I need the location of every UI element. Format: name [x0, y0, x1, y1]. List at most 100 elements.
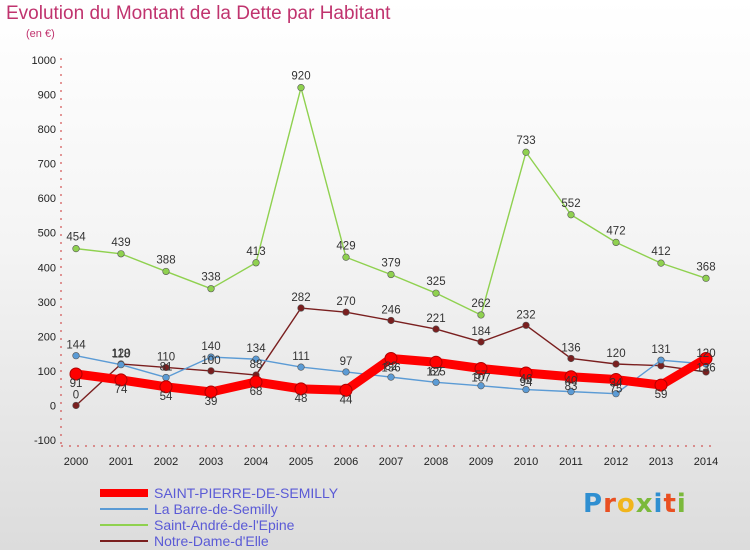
data-label: 429: [336, 240, 355, 252]
x-tick-label: 2005: [289, 456, 313, 468]
data-label: 81: [160, 361, 173, 373]
data-label: 368: [696, 261, 715, 273]
x-tick-label: 2009: [469, 456, 493, 468]
data-point: [564, 370, 578, 384]
data-label: 338: [201, 272, 220, 284]
data-label: 388: [156, 254, 175, 266]
legend-item: Saint-André-de-l'Epine: [100, 517, 338, 533]
x-tick-label: 2007: [379, 456, 403, 468]
data-point: [432, 325, 440, 333]
data-point: [114, 373, 128, 387]
data-point: [567, 388, 575, 396]
data-label: 46: [520, 374, 533, 386]
legend-label: Saint-André-de-l'Epine: [154, 517, 295, 533]
data-label: 136: [696, 362, 715, 374]
y-tick-label: 0: [50, 400, 56, 412]
legend-swatch: [100, 524, 148, 526]
data-label: 454: [66, 232, 86, 244]
data-point: [567, 354, 575, 363]
data-point: [387, 316, 395, 325]
data-label: 184: [471, 326, 491, 338]
data-point: [387, 373, 395, 381]
data-label: 39: [205, 396, 218, 408]
data-point: [342, 308, 350, 316]
legend-swatch: [100, 540, 148, 542]
data-point: [162, 363, 170, 372]
data-label: 920: [291, 71, 310, 83]
data-point: [429, 355, 443, 369]
y-tick-label: 1000: [32, 55, 56, 67]
line-chart: -100010020030040050060070080090010002000…: [32, 55, 719, 468]
data-point: [297, 363, 305, 371]
x-tick-label: 2014: [694, 456, 718, 468]
data-label: 131: [651, 344, 670, 356]
y-tick-label: 900: [38, 90, 56, 102]
data-point: [69, 367, 83, 381]
x-tick-label: 2013: [649, 456, 673, 468]
legend-label: La Barre-de-Semilly: [154, 501, 278, 517]
data-label: 91: [70, 378, 83, 390]
data-point: [702, 274, 710, 282]
data-label: 83: [565, 381, 578, 393]
data-label: 67: [430, 366, 443, 378]
data-label: 120: [696, 348, 715, 360]
data-point: [387, 270, 395, 279]
y-tick-label: 800: [38, 124, 56, 136]
legend-label: SAINT-PIERRE-DE-SEMILLY: [154, 485, 339, 501]
y-tick-label: 400: [38, 262, 56, 274]
data-label: 34: [610, 378, 623, 390]
data-label: 144: [66, 340, 86, 352]
data-label: 88: [250, 359, 263, 371]
x-tick-label: 2004: [244, 456, 268, 468]
data-point: [117, 361, 125, 369]
data-label: 221: [426, 313, 445, 325]
x-tick-label: 2010: [514, 456, 538, 468]
data-label: 75: [610, 384, 623, 396]
x-tick-label: 2011: [559, 456, 583, 468]
y-tick-label: 300: [38, 297, 56, 309]
series-line: [75, 86, 707, 316]
data-label: 325: [426, 276, 445, 288]
data-point: [384, 351, 398, 365]
data-point: [249, 375, 263, 389]
data-point: [699, 351, 713, 365]
data-label: 74: [115, 384, 128, 396]
data-point: [159, 380, 173, 394]
data-point: [207, 353, 215, 361]
data-point: [612, 360, 620, 368]
data-point: [342, 368, 350, 376]
legend-item: SAINT-PIERRE-DE-SEMILLY: [100, 485, 338, 501]
x-tick-label: 2000: [64, 456, 88, 468]
data-label: 125: [426, 366, 445, 378]
data-point: [522, 148, 530, 156]
data-label: 412: [651, 246, 670, 258]
data-point: [432, 378, 440, 386]
data-label: 44: [340, 394, 353, 406]
legend-swatch: [100, 489, 148, 497]
data-point: [567, 211, 575, 219]
data-point: [252, 355, 260, 363]
chart-legend: SAINT-PIERRE-DE-SEMILLY La Barre-de-Semil…: [100, 485, 338, 549]
data-point: [252, 259, 260, 267]
data-point: [432, 289, 440, 297]
legend-item: Notre-Dame-d'Elle: [100, 533, 338, 549]
data-label: 120: [111, 348, 130, 360]
x-tick-label: 2008: [424, 456, 448, 468]
data-label: 57: [475, 370, 488, 382]
data-label: 246: [381, 304, 400, 316]
data-label: 100: [201, 355, 220, 367]
data-point: [162, 267, 170, 276]
data-point: [207, 285, 215, 293]
data-point: [612, 390, 620, 398]
data-label: 472: [606, 225, 625, 237]
data-label: 107: [471, 372, 490, 384]
y-tick-label: 600: [38, 193, 56, 205]
y-tick-label: -100: [34, 435, 56, 447]
data-label: 59: [655, 389, 668, 401]
data-label: 94: [520, 377, 533, 389]
data-label: 120: [606, 348, 625, 360]
chart-title: Evolution du Montant de la Dette par Hab…: [6, 3, 391, 24]
data-point: [72, 352, 80, 360]
data-point: [702, 368, 710, 376]
data-label: 379: [381, 258, 400, 270]
